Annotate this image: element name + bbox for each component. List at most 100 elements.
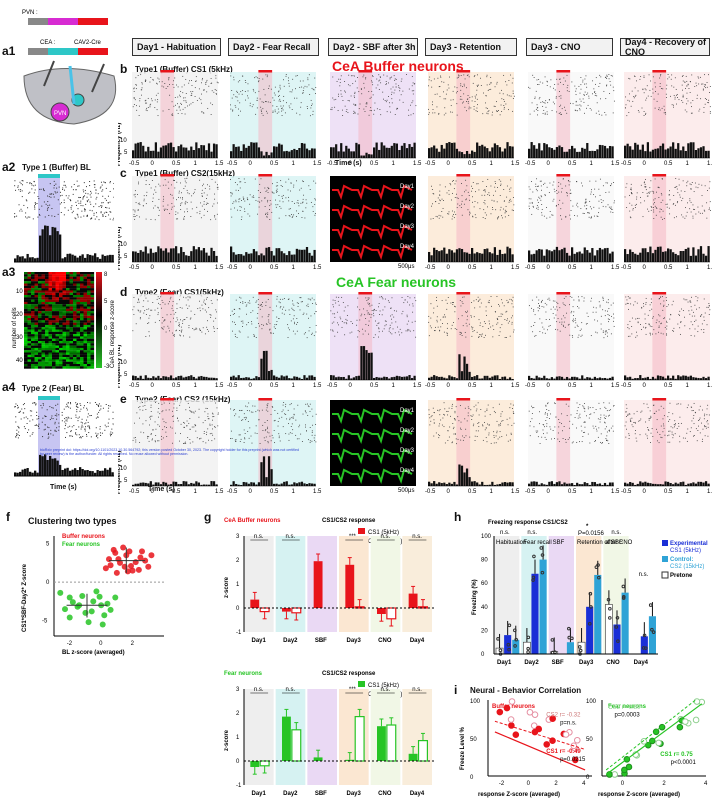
- heatmap-cell: [41, 324, 46, 328]
- raster-tick: [471, 190, 473, 192]
- raster-tick: [468, 323, 470, 325]
- raster-tick: [55, 404, 57, 406]
- heatmap-cell: [62, 297, 67, 300]
- raster-tick: [198, 97, 200, 99]
- heatmap-cell: [69, 276, 74, 279]
- raster-tick: [71, 205, 73, 207]
- raster-tick: [542, 82, 544, 84]
- raster-tick: [391, 76, 393, 78]
- raster-tick: [650, 206, 652, 207]
- raster-tick: [475, 94, 477, 96]
- heatmap-cell: [76, 334, 81, 337]
- raster-tick: [412, 311, 414, 313]
- raster-tick: [414, 297, 416, 299]
- raster-tick: [475, 110, 477, 112]
- raster-tick: [70, 435, 72, 437]
- heatmap-cell: [59, 272, 63, 275]
- raster-tick: [58, 429, 60, 431]
- heatmap-cell: [87, 329, 91, 332]
- raster-tick: [29, 420, 31, 422]
- raster-tick: [249, 302, 251, 304]
- heatmap-cell: [59, 295, 63, 298]
- raster-tick: [440, 319, 442, 321]
- heatmap-cell: [27, 297, 32, 300]
- raster-tick: [139, 105, 140, 107]
- raster-tick: [366, 310, 368, 312]
- raster-tick: [34, 424, 36, 426]
- raster-tick: [143, 312, 145, 314]
- heatmap-cell: [87, 324, 91, 328]
- raster-tick: [178, 325, 180, 327]
- heatmap-cell: [24, 290, 28, 293]
- raster-tick: [654, 202, 655, 204]
- raster-tick: [428, 315, 430, 317]
- raster-tick: [590, 191, 592, 193]
- raster-tick: [658, 186, 659, 188]
- raster-tick: [201, 189, 203, 191]
- raster-tick: [582, 81, 584, 83]
- raster-tick: [610, 211, 612, 213]
- raster-tick: [564, 326, 566, 328]
- raster-tick: [570, 200, 572, 202]
- raster-tick: [259, 304, 261, 306]
- raster-tick: [34, 208, 36, 210]
- raster-tick: [63, 408, 65, 410]
- raster-tick: [538, 98, 540, 100]
- psth-bar: [19, 256, 22, 262]
- heatmap-cell: [34, 320, 39, 323]
- raster-tick: [643, 326, 644, 328]
- raster-tick: [582, 79, 584, 81]
- raster-tick: [206, 297, 208, 298]
- psth-bar: [355, 142, 358, 158]
- psth-bar: [491, 253, 494, 262]
- raster-tick: [354, 93, 356, 94]
- raster-tick: [546, 85, 548, 86]
- raster-tick: [698, 211, 700, 213]
- x-tick-label: -0.5: [525, 161, 536, 167]
- raster-tick: [134, 196, 136, 198]
- raster-tick: [652, 316, 654, 318]
- raster-tick: [309, 327, 311, 328]
- psth-bar: [689, 255, 692, 262]
- raster-tick: [593, 206, 595, 208]
- raster-tick: [90, 196, 92, 198]
- raster-tick: [708, 209, 710, 211]
- raster-tick: [473, 76, 475, 78]
- heatmap-cell: [31, 301, 35, 305]
- psth-bar: [313, 249, 316, 262]
- raster-tick: [689, 92, 691, 93]
- raster-tick: [238, 198, 240, 200]
- heatmap-cell: [38, 276, 42, 279]
- waveform-day-label: Day3: [400, 224, 415, 230]
- raster-tick: [406, 316, 408, 318]
- raster-tick: [308, 330, 310, 332]
- heatmap-cell: [62, 285, 67, 289]
- x-tick-label: -0.5: [425, 265, 436, 271]
- raster-tick: [369, 313, 371, 315]
- raster-tick: [512, 197, 514, 198]
- psth-bar: [493, 247, 496, 262]
- raster-tick: [571, 335, 573, 336]
- raster-tick: [385, 324, 387, 326]
- raster-tick: [206, 184, 208, 186]
- raster-tick: [203, 214, 205, 216]
- cea-label: CEA :: [40, 40, 56, 46]
- raster-tick: [602, 200, 604, 202]
- heatmap-cell: [45, 354, 49, 358]
- raster-tick: [358, 108, 360, 110]
- cs-bar: [258, 174, 273, 177]
- raster-tick: [282, 298, 284, 300]
- raster-tick: [280, 184, 282, 186]
- raster-tick: [598, 212, 600, 214]
- heatmap-cell: [27, 304, 32, 307]
- psth-bar: [240, 377, 243, 380]
- raster-tick: [458, 75, 460, 77]
- raster-tick: [186, 178, 188, 179]
- psth-bar: [162, 376, 165, 380]
- raster-tick: [147, 97, 149, 99]
- raster-tick: [578, 300, 580, 302]
- raster-tick: [178, 323, 180, 325]
- heatmap-cell: [52, 327, 56, 330]
- raster-tick: [585, 201, 587, 203]
